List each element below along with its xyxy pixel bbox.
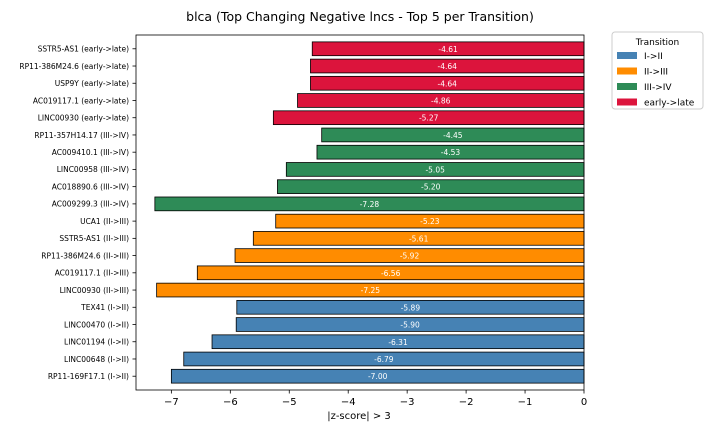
plot-area: -4.61 SSTR5-AS1 (early->late) -4.64 RP11-38… [19, 34, 587, 408]
bar-value-label: -4.61 [438, 45, 458, 54]
x-tick-label: −1 [518, 397, 533, 408]
bar-value-label: -5.27 [419, 114, 439, 123]
y-tick-label: AC019117.1 (II->III) [55, 269, 129, 278]
bar-value-label: -7.25 [361, 286, 381, 295]
bar-value-label: -5.90 [400, 321, 420, 330]
y-tick-label: LINC01194 (I->II) [64, 338, 129, 347]
x-tick-label: −6 [223, 397, 238, 408]
legend-swatch [617, 98, 637, 106]
legend-swatch [617, 52, 637, 59]
bar-value-label: -4.45 [443, 131, 463, 140]
bar-value-label: -6.79 [374, 355, 394, 364]
legend-entry-label: II->III [644, 68, 668, 78]
bar-value-label: -4.64 [438, 79, 458, 88]
bar-value-label: -4.86 [431, 96, 451, 105]
y-tick-label: RP11-386M24.6 (II->III) [41, 251, 129, 260]
x-tick-label: −2 [459, 397, 474, 408]
y-tick-label: AC009410.1 (III->IV) [52, 148, 129, 157]
x-tick-label: 0 [581, 397, 587, 408]
axes-frame [135, 34, 585, 391]
legend-title: Transition [635, 38, 680, 48]
y-tick-label: LINC00648 (I->II) [64, 355, 129, 364]
bar-value-label: -7.28 [360, 200, 380, 209]
legend-entry-label: I->II [644, 52, 663, 62]
bar-value-label: -5.23 [420, 217, 440, 226]
y-tick-label: LINC00470 (I->II) [64, 320, 129, 329]
bar-value-label: -5.92 [400, 252, 420, 261]
x-tick-label: −5 [282, 397, 297, 408]
y-tick-label: SSTR5-AS1 (II->III) [59, 234, 129, 243]
legend-entry-label: III->IV [644, 83, 672, 93]
y-tick-label: USP9Y (early->late) [55, 79, 129, 88]
legend-swatch [617, 67, 637, 75]
bar-value-label: -5.05 [425, 165, 445, 174]
bar-value-label: -5.20 [421, 183, 441, 192]
y-tick-label: AC018890.6 (III->IV) [52, 182, 129, 191]
chart-title: blca (Top Changing Negative lncs - Top 5… [186, 9, 534, 24]
x-tick-label: −7 [164, 397, 179, 408]
y-tick-label: LINC00930 (early->late) [38, 114, 129, 123]
bar-value-label: -6.31 [388, 338, 408, 347]
y-tick-label: LINC00930 (II->III) [60, 286, 129, 295]
bar-value-label: -4.53 [441, 148, 461, 157]
bar-value-label: -4.64 [438, 62, 458, 71]
y-tick-label: RP11-357H14.17 (III->IV) [34, 131, 129, 140]
y-tick-label: RP11-386M24.6 (early->late) [19, 62, 129, 71]
bar-value-label: -5.61 [409, 234, 429, 243]
bar-value-label: -6.56 [381, 269, 401, 278]
y-tick-label: RP11-169F17.1 (I->II) [48, 372, 129, 381]
y-tick-label: AC009299.3 (III->IV) [52, 200, 129, 209]
legend-entry-label: early->late [644, 99, 695, 109]
x-axis-label: |z-score| > 3 [327, 411, 391, 422]
y-tick-label: TEX41 (I->II) [80, 303, 129, 312]
x-tick-label: −4 [341, 397, 356, 408]
y-tick-label: SSTR5-AS1 (early->late) [38, 45, 130, 54]
y-tick-label: LINC00958 (III->IV) [57, 165, 129, 174]
legend: Transition I->II II->III III->IV early->late [611, 31, 704, 110]
y-tick-label: AC019117.1 (early->late) [33, 96, 129, 105]
bar-value-label: -7.00 [368, 372, 388, 381]
y-tick-label: UCA1 (II->III) [80, 217, 129, 226]
bar-value-label: -5.89 [401, 303, 421, 312]
legend-swatch [617, 83, 637, 90]
x-tick-label: −3 [400, 397, 415, 408]
